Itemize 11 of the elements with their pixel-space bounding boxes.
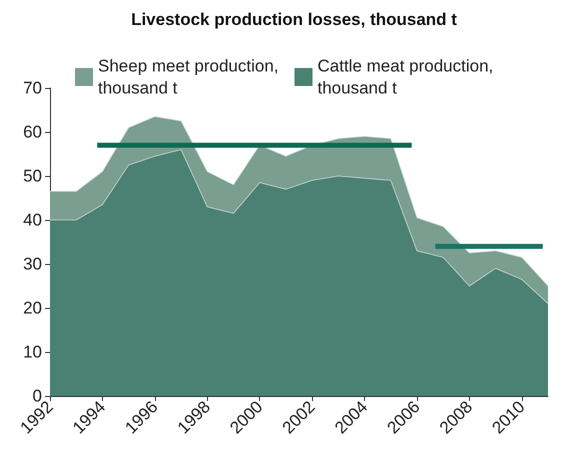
y-tick-label: 60	[23, 122, 42, 142]
chart-title: Livestock production losses, thousand t	[131, 10, 458, 29]
legend-label: Cattle meat production, thousand t	[318, 56, 494, 98]
legend-label: Sheep meet production, thousand t	[98, 56, 279, 98]
y-tick-label: 30	[23, 254, 42, 274]
y-tick-label: 10	[23, 342, 42, 362]
y-tick-label: 70	[23, 78, 42, 98]
y-tick-label: 40	[23, 210, 42, 230]
y-tick-label: 0	[32, 386, 42, 406]
y-tick-label: 20	[23, 298, 42, 318]
y-tick-label: 50	[23, 166, 42, 186]
